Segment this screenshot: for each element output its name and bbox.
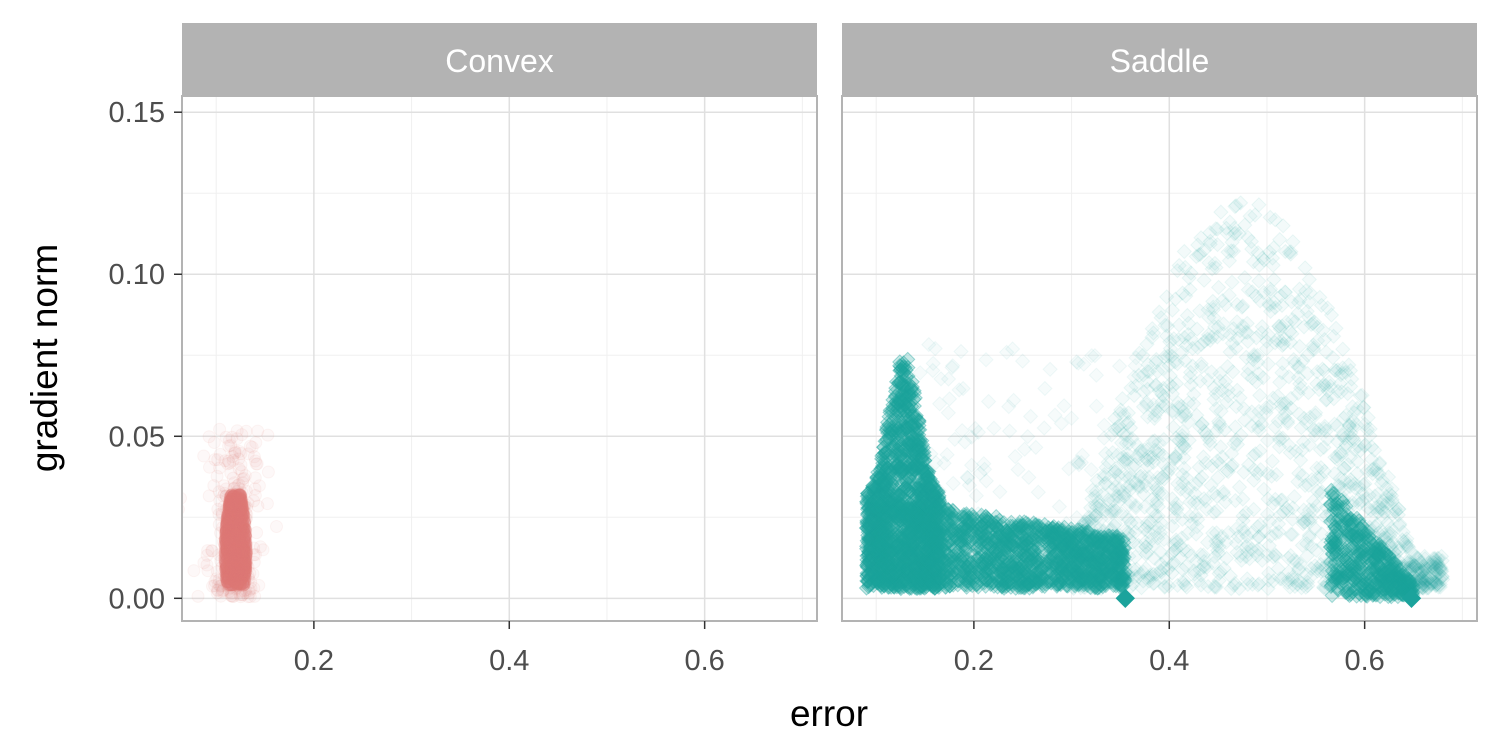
data-point <box>252 425 264 437</box>
data-point <box>221 518 233 530</box>
data-point <box>257 544 269 556</box>
data-point <box>227 551 239 563</box>
panel-convex: Convex <box>172 23 817 621</box>
data-point <box>188 565 200 577</box>
data-point <box>198 450 210 462</box>
data-point <box>204 461 216 473</box>
data-point <box>175 492 187 504</box>
data-point <box>248 451 260 463</box>
data-point <box>234 566 246 578</box>
plot-area-convex <box>182 96 817 621</box>
data-point <box>208 437 220 449</box>
data-point <box>271 521 283 533</box>
strip-label-saddle: Saddle <box>1110 43 1210 79</box>
data-point <box>240 532 252 544</box>
data-point <box>231 433 243 445</box>
data-point <box>206 545 218 557</box>
data-point <box>192 590 204 602</box>
data-point <box>249 483 261 495</box>
data-point <box>209 576 221 588</box>
strip-label-convex: Convex <box>445 43 554 79</box>
data-point <box>227 500 239 512</box>
data-point <box>251 527 263 539</box>
panel-saddle: Saddle <box>842 23 1477 621</box>
data-point <box>234 446 246 458</box>
data-point <box>261 498 273 510</box>
data-point <box>249 472 261 484</box>
data-point <box>262 466 274 478</box>
data-point <box>214 448 226 460</box>
data-point <box>236 466 248 478</box>
data-point <box>214 423 226 435</box>
